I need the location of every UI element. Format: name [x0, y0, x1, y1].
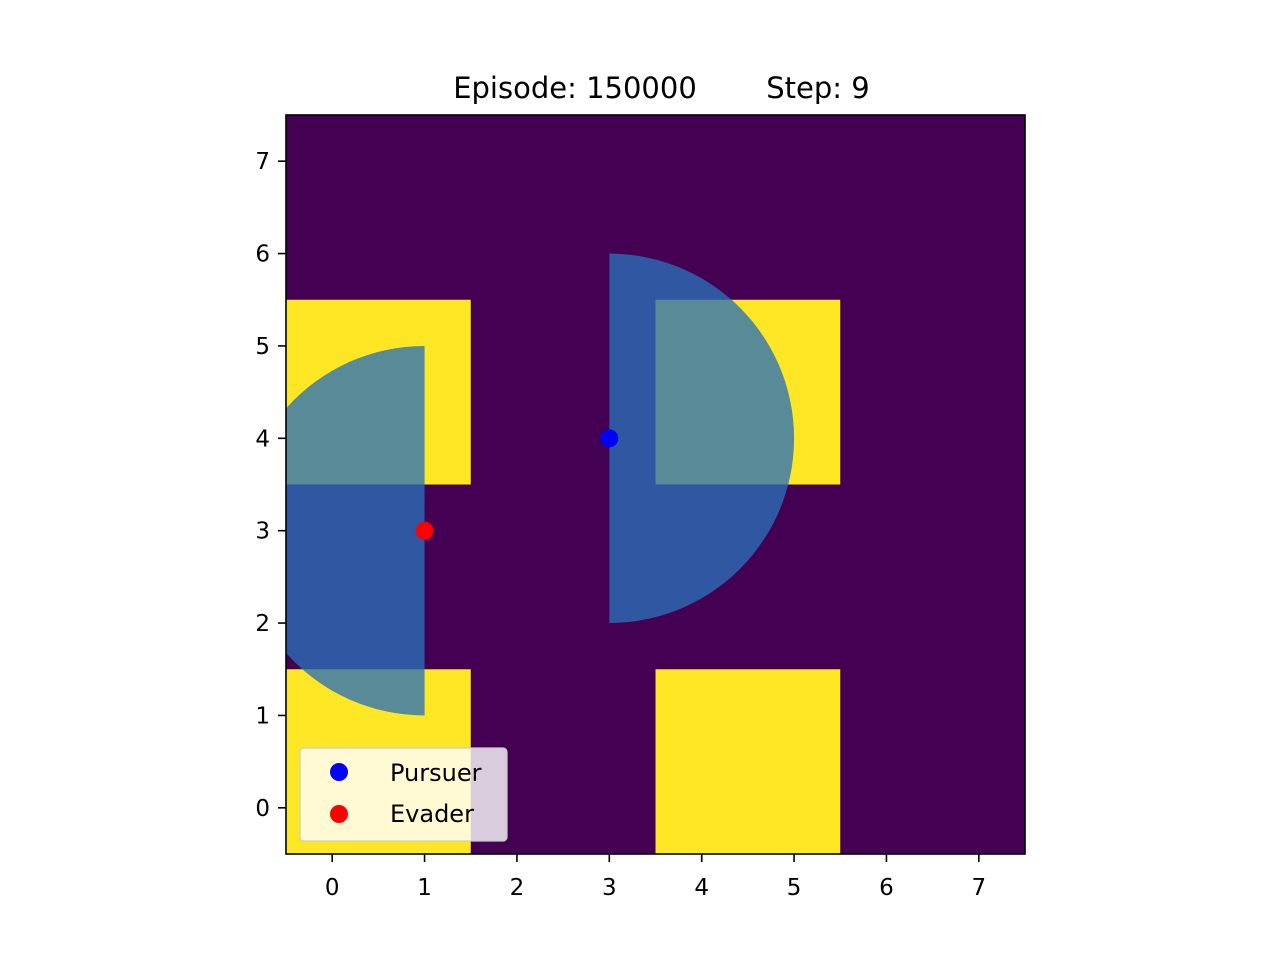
- x-tick-label: 1: [417, 875, 432, 901]
- x-tick-label: 3: [602, 875, 617, 901]
- x-axis: 0 1 2 3 4 5 6 7: [325, 854, 986, 901]
- agent-points-layer: [415, 429, 619, 540]
- legend-marker-pursuer: [330, 763, 348, 781]
- legend-box: [299, 747, 508, 842]
- legend-label-pursuer: Pursuer: [390, 759, 482, 787]
- y-tick-label: 5: [255, 334, 270, 360]
- x-tick-label: 2: [510, 875, 525, 901]
- y-tick-label: 0: [255, 796, 270, 822]
- y-tick-label: 4: [255, 426, 270, 452]
- agent-point-pursuer: [600, 429, 619, 448]
- y-tick-label: 7: [255, 149, 270, 175]
- x-tick-label: 0: [325, 875, 340, 901]
- x-tick-label: 4: [694, 875, 709, 901]
- chart-title-step: Step: 9: [766, 71, 869, 105]
- y-tick-label: 2: [255, 611, 270, 637]
- x-tick-label: 6: [879, 875, 894, 901]
- agent-point-evader: [415, 521, 434, 540]
- x-tick-label: 5: [787, 875, 802, 901]
- legend-marker-evader: [330, 805, 348, 823]
- y-tick-label: 6: [255, 242, 270, 268]
- view-region-evader: [286, 345, 425, 716]
- legend: Pursuer Evader: [299, 747, 508, 842]
- legend-label-evader: Evader: [390, 800, 474, 828]
- y-tick-label: 1: [255, 703, 270, 729]
- y-axis: 0 1 2 3 4 5 6 7: [255, 149, 286, 822]
- obstacle-block-3: [655, 669, 841, 854]
- axes-frame: [285, 114, 1026, 855]
- chart-title-episode: Episode: 150000: [453, 71, 697, 105]
- view-region-pursuer: [609, 253, 795, 624]
- y-tick-label: 3: [255, 519, 270, 545]
- x-tick-label: 7: [971, 875, 986, 901]
- view-regions-layer: [286, 253, 795, 716]
